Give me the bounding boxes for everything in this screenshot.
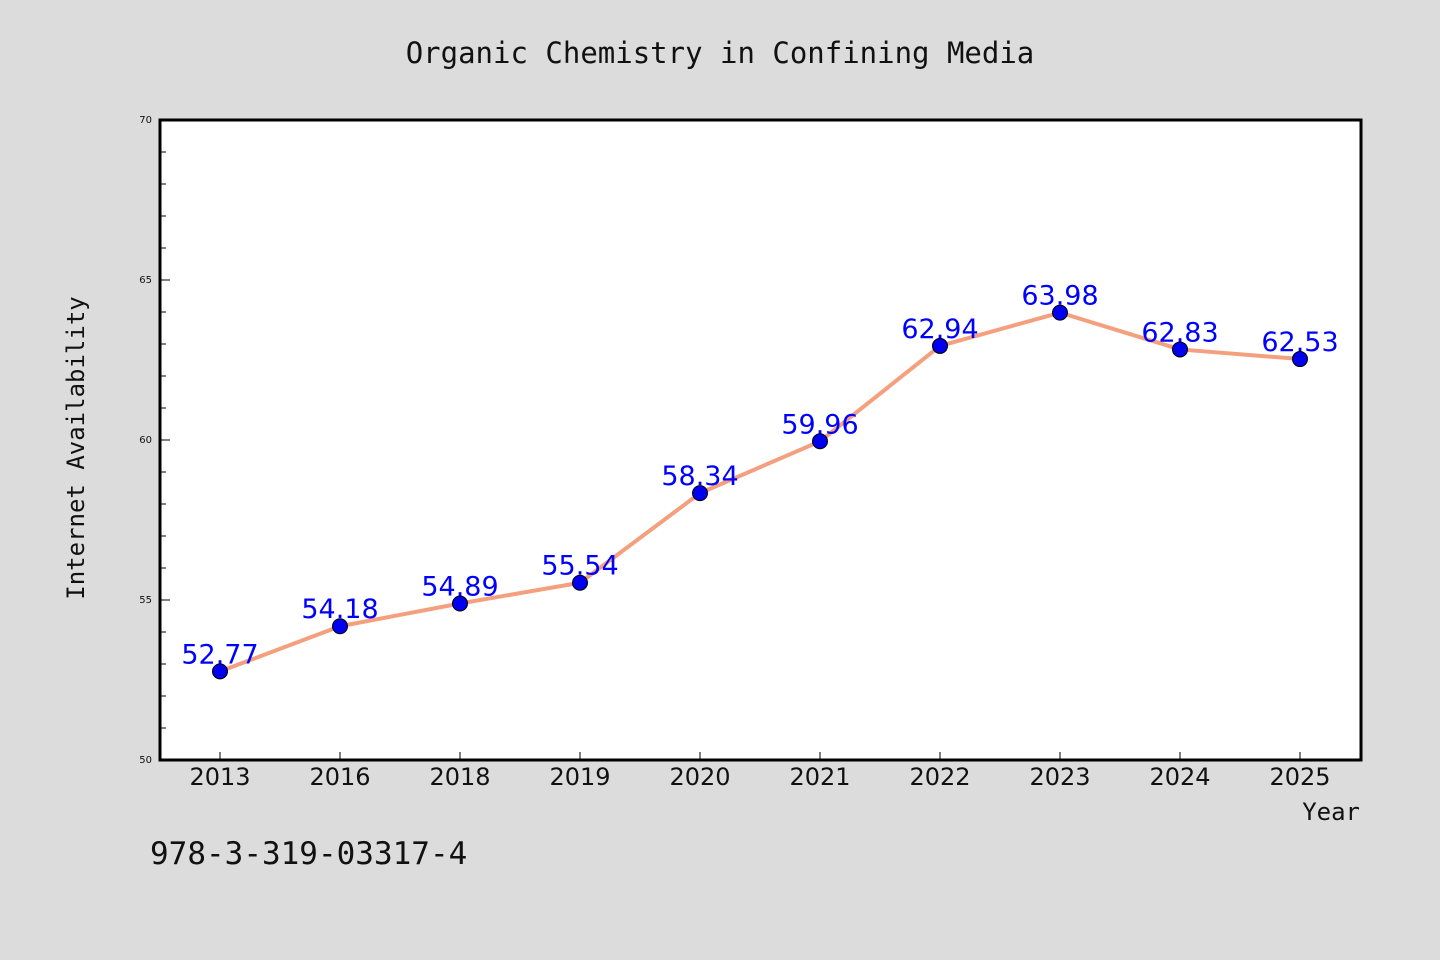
x-axis-tick-labels: 2013 2016 2018 2019 2020 2021 2022 2023 2024 2025: [189, 763, 1330, 791]
data-label: 62.94: [901, 314, 978, 345]
series-group: 52.77 54.18 54.89 55.54 58.34 59.96 62.94 63.98…: [181, 281, 1339, 680]
plot-area: [158, 118, 1363, 762]
data-point: [1052, 304, 1068, 321]
data-label: 62.83: [1141, 317, 1218, 348]
y-tick-label: 60: [139, 435, 152, 446]
data-point: [332, 618, 348, 635]
x-tick-label: 2024: [1149, 763, 1210, 791]
data-label: 52.77: [181, 639, 258, 670]
y-tick-label: 65: [139, 275, 152, 286]
data-label: 59.96: [781, 409, 858, 440]
data-point: [1172, 341, 1188, 358]
x-tick-label: 2013: [189, 763, 250, 791]
isbn-annotation: 978-3-319-03317-4: [150, 836, 467, 872]
data-point: [692, 485, 708, 502]
data-label: 63.98: [1021, 281, 1098, 312]
data-point: [932, 337, 948, 354]
x-tick-label: 2020: [669, 763, 730, 791]
series-line: [218, 310, 1302, 674]
data-point: [1292, 351, 1308, 368]
x-axis-label: Year: [1302, 798, 1360, 826]
data-label: 58.34: [661, 461, 738, 492]
x-tick-label: 2021: [789, 763, 850, 791]
x-tick-label: 2018: [429, 763, 490, 791]
chart-title: Organic Chemistry in Confining Media: [406, 36, 1035, 70]
data-point: [212, 663, 228, 680]
x-tick-label: 2023: [1029, 763, 1090, 791]
data-label: 54.89: [421, 572, 498, 603]
y-axis-tick-labels: 50 55 60 65 70: [139, 115, 152, 766]
x-tick-label: 2022: [909, 763, 970, 791]
y-tick-label: 55: [139, 595, 152, 606]
x-tick-label: 2019: [549, 763, 610, 791]
x-tick-label: 2016: [309, 763, 370, 791]
data-point: [572, 574, 588, 591]
y-tick-label: 70: [139, 115, 152, 126]
x-tick-label: 2025: [1269, 763, 1330, 791]
y-tick-label: 50: [139, 755, 152, 766]
y-axis-ticks: [160, 119, 1301, 761]
y-axis-label: Internet Availability: [62, 296, 90, 599]
data-label: 62.53: [1261, 327, 1338, 358]
data-point: [812, 433, 828, 450]
data-label: 54.18: [301, 594, 378, 625]
data-point: [452, 595, 468, 612]
data-label: 55.54: [541, 551, 618, 582]
